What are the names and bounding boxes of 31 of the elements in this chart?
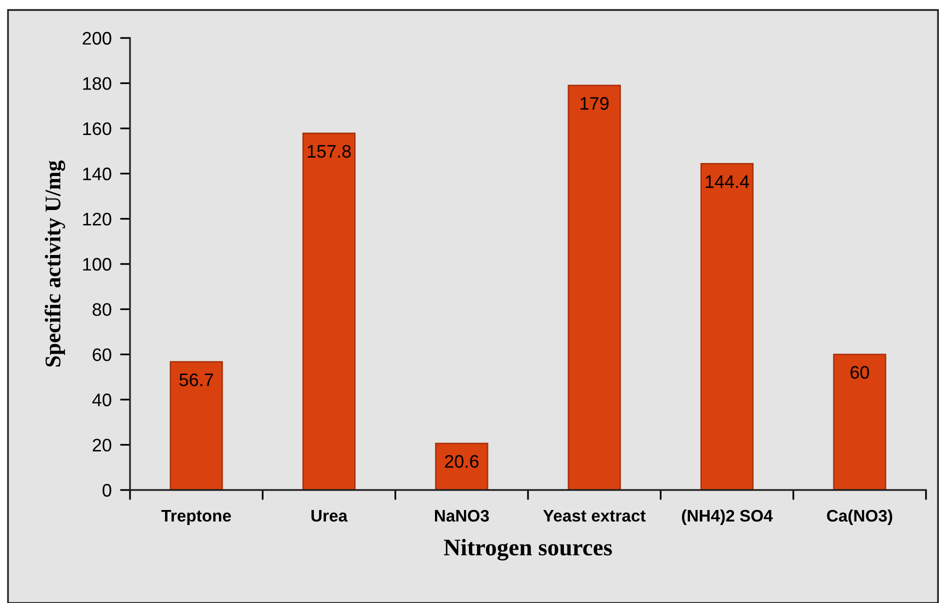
- x-tick-label: (NH4)2 SO4: [682, 509, 773, 525]
- y-tick-label: 20: [92, 438, 112, 452]
- bar: [435, 442, 488, 490]
- data-label: 56.7: [179, 373, 213, 386]
- x-tick-label: NaNO3: [434, 510, 489, 522]
- y-tick-label: 60: [92, 348, 112, 362]
- y-tick-label: 0: [102, 484, 112, 497]
- data-label: 144.4: [706, 175, 750, 188]
- bar: [700, 162, 754, 490]
- data-label: 157.8: [308, 144, 351, 158]
- bar: [170, 361, 223, 490]
- bar: [302, 132, 356, 490]
- y-tick-label: 180: [83, 77, 112, 90]
- y-tick-label: 200: [82, 32, 112, 45]
- x-tick-label: Treptone: [161, 510, 231, 525]
- x-tick-label: Urea: [311, 510, 348, 522]
- y-tick-label: 160: [83, 122, 112, 136]
- x-tick-label: Yeast extract: [543, 510, 646, 522]
- bar: [833, 354, 886, 490]
- y-tick-label: 80: [92, 303, 112, 316]
- data-label: 20.6: [445, 455, 478, 468]
- data-label: 179: [580, 97, 609, 110]
- x-axis-title: Nitrogen sources: [444, 538, 612, 560]
- data-label: 60: [850, 366, 870, 379]
- y-tick-label: 140: [83, 168, 112, 180]
- bar: [568, 84, 621, 490]
- y-tick-label: 100: [83, 258, 112, 271]
- y-axis-title: Specific activity U/mg: [44, 160, 66, 366]
- y-tick-label: 40: [92, 394, 112, 406]
- y-tick-label: 120: [83, 212, 112, 226]
- x-tick-label: Ca(NO3): [827, 509, 892, 525]
